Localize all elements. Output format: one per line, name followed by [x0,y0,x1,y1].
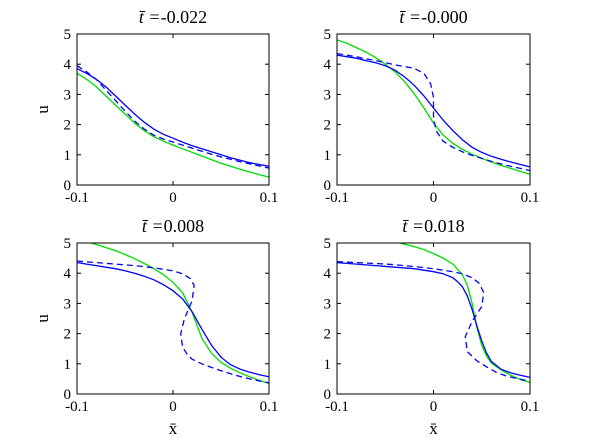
x-tick-label: -0.1 [65,399,89,415]
series-line-3 [337,52,530,172]
y-tick-label: 1 [64,357,72,373]
title-value: -0.000 [421,7,468,27]
series-line-1 [399,243,530,384]
series-line-2 [77,261,269,378]
series-line-3 [77,260,269,384]
subplot-title: t̄ =0.008 [142,216,204,236]
x-tick-label: 0.1 [260,190,279,206]
x-tick-label: 0 [169,190,177,206]
subplot-title: t̄ =-0.000 [399,7,467,27]
y-tick-label: 3 [324,87,332,103]
title-prefix: t̄ = [399,7,421,27]
axes-frame [336,242,531,395]
series-line-1 [77,72,269,178]
y-tick-label: 5 [64,27,72,43]
series-line-2 [337,54,530,168]
series-line-3 [337,261,530,382]
y-tick-label: 0 [324,387,332,403]
y-tick-label: 4 [324,266,332,282]
series-line-2 [337,261,530,379]
y-tick-label: 0 [64,178,72,194]
x-tick-label: 0.1 [521,190,540,206]
x-tick-label: -0.1 [325,190,349,206]
series-line-3 [77,65,269,169]
axes-frame [336,33,531,186]
y-tick-label: 2 [64,118,72,134]
y-tick-label: 0 [324,178,332,194]
x-tick-label: 0 [430,399,438,415]
y-tick-label: 5 [64,236,72,252]
x-axis-label: x̄ [169,419,178,438]
series-line-2 [77,68,269,167]
y-tick-label: 5 [324,236,332,252]
y-tick-label: 1 [324,357,332,373]
series-line-1 [91,243,269,385]
y-tick-label: 4 [64,266,72,282]
y-tick-label: 3 [64,296,72,312]
axes-frame [76,242,270,395]
title-prefix: t̄ = [139,7,161,27]
title-prefix: t̄ = [142,216,164,236]
subplot-title: t̄ =-0.022 [139,7,207,27]
x-tick-label: -0.1 [65,190,89,206]
y-tick-label: 3 [64,87,72,103]
x-tick-label: 0 [169,399,177,415]
title-value: -0.022 [161,7,208,27]
subplot-title: t̄ =0.018 [402,216,464,236]
y-tick-label: 2 [64,327,72,343]
y-tick-label: 2 [324,327,332,343]
x-tick-label: 0.1 [260,399,279,415]
title-prefix: t̄ = [402,216,424,236]
y-tick-label: 2 [324,118,332,134]
y-tick-label: 1 [324,148,332,164]
y-tick-label: 4 [324,57,332,73]
y-tick-label: 0 [64,387,72,403]
y-axis-label: u [33,314,52,323]
x-tick-label: 0.1 [521,399,540,415]
x-tick-label: 0 [430,190,438,206]
series-line-1 [337,39,530,176]
x-tick-label: -0.1 [325,399,349,415]
x-axis-label: x̄ [429,419,438,438]
title-value: 0.008 [164,216,205,236]
y-tick-label: 4 [64,57,72,73]
y-axis-label: u [33,105,52,114]
title-value: 0.018 [424,216,465,236]
y-tick-label: 1 [64,148,72,164]
y-tick-label: 3 [324,296,332,312]
y-tick-label: 5 [324,27,332,43]
